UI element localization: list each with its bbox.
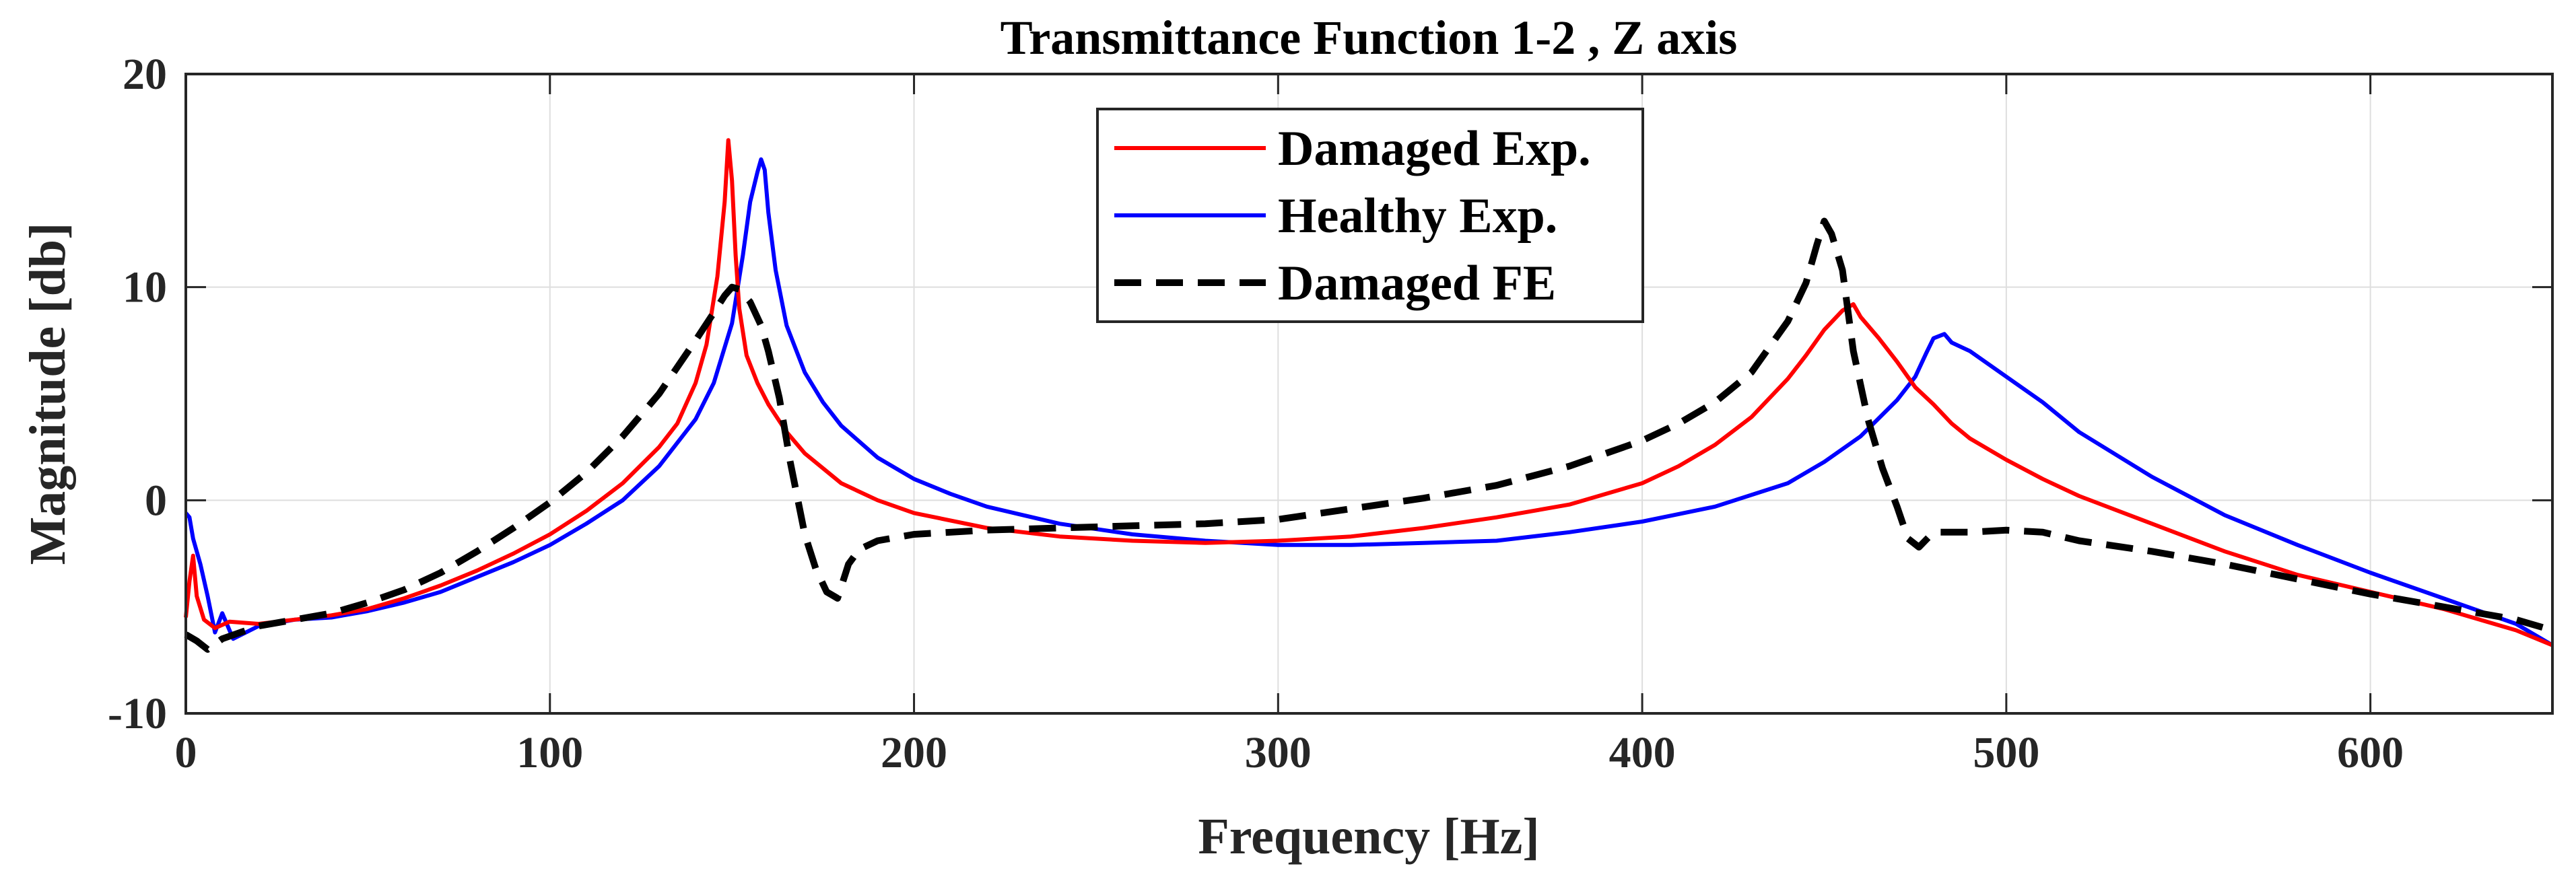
x-tick-label: 0 [175,728,197,777]
series-line-healthy-exp [184,157,2554,647]
y-tick-label: 0 [145,476,167,525]
x-tick-label: 600 [2337,728,2404,777]
plot-area-frame [184,73,2554,715]
chart-title: Transmittance Function 1-2 , Z axis [1001,11,1738,65]
series-line-damaged-fe [184,217,2554,653]
legend: Damaged Exp. Healthy Exp. Damaged FE [1096,108,1644,323]
x-tick-label: 200 [881,728,947,777]
series-line-damaged-exp [184,138,2554,647]
series-lines [184,138,2554,653]
y-tick-label: 10 [123,263,167,312]
x-tick-label: 100 [516,728,583,777]
legend-label-healthy-exp: Healthy Exp. [1278,188,1557,244]
x-tick-label: 300 [1245,728,1312,777]
legend-label-damaged-fe: Damaged FE [1278,256,1556,311]
x-axis-title: Frequency [Hz] [1198,808,1539,865]
y-axis-title: Magnitude [db] [20,223,76,565]
y-tick-label: 20 [123,50,167,99]
x-tick-label: 400 [1609,728,1676,777]
legend-label-damaged-exp: Damaged Exp. [1278,121,1591,176]
x-tick-label: 500 [1973,728,2039,777]
y-tick-label: -10 [108,689,167,738]
